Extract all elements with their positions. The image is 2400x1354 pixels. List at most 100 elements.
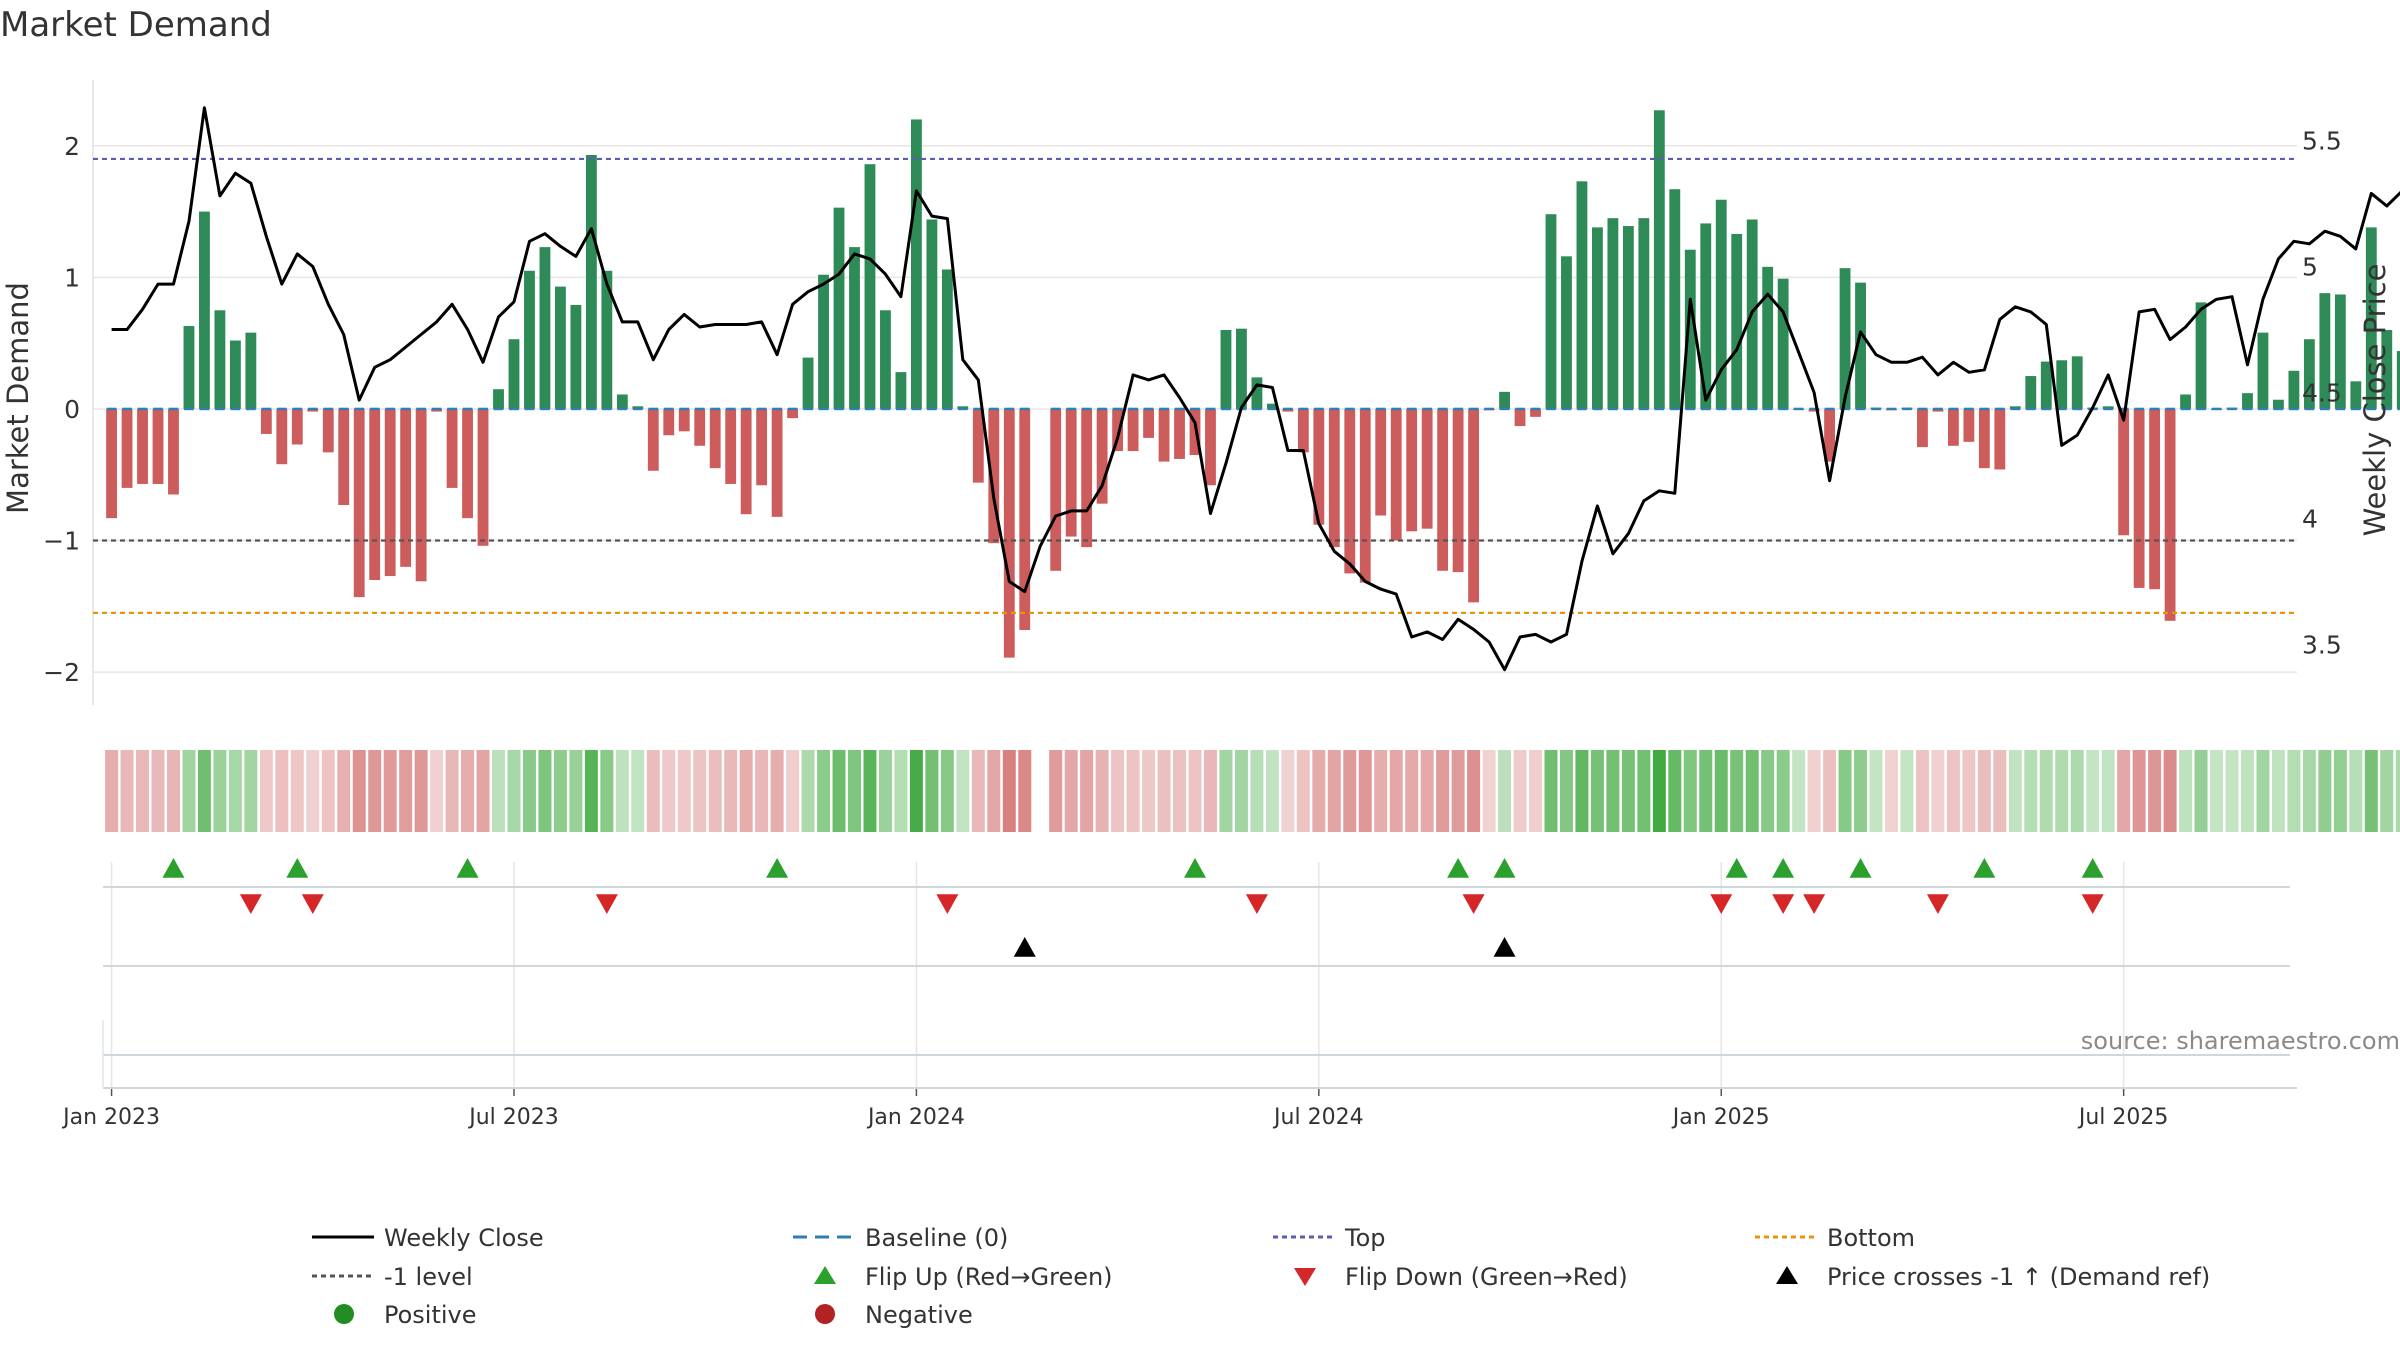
demand-bar: [2133, 408, 2145, 588]
heatmap-cell: [1931, 750, 1945, 832]
demand-bar: [2009, 406, 2021, 409]
heatmap-cell: [1714, 750, 1728, 832]
demand-bar: [1731, 233, 1743, 409]
demand-bar: [849, 247, 860, 409]
heatmap-cell: [2148, 750, 2162, 832]
heatmap-cell: [1436, 750, 1450, 832]
heatmap-cell: [1420, 750, 1434, 832]
flip-down-marker: [595, 894, 618, 914]
heatmap-cell: [228, 750, 242, 832]
demand-bar: [1684, 249, 1696, 409]
demand-bar: [1947, 408, 1959, 446]
y-tick-label: −2: [43, 658, 80, 687]
heatmap-cell: [1884, 750, 1898, 832]
demand-bar: [1081, 408, 1093, 548]
demand-bar: [1576, 181, 1588, 409]
y2-tick-label: 4: [2302, 505, 2318, 534]
heatmap-cell: [2210, 750, 2224, 832]
demand-bar: [1715, 199, 1727, 409]
demand-bar: [2273, 399, 2284, 409]
demand-bar: [1406, 408, 1418, 532]
demand-bar: [725, 408, 737, 484]
heatmap-cell: [414, 750, 428, 832]
heatmap-cell: [2055, 750, 2069, 832]
demand-bar: [756, 408, 768, 486]
heatmap-cell: [1838, 750, 1852, 832]
heatmap-cell: [476, 750, 490, 832]
demand-bar: [694, 408, 706, 446]
heatmap-cell: [1590, 750, 1604, 832]
demand-bar: [972, 408, 984, 483]
demand-bar: [1963, 408, 1975, 442]
heatmap-cell: [290, 750, 304, 832]
demand-bar: [2319, 293, 2331, 409]
heatmap-cell: [430, 750, 444, 832]
heatmap-cell: [940, 750, 954, 832]
heatmap-cell: [1993, 750, 2007, 832]
heatmap-cell: [1683, 750, 1697, 832]
heatmap-cell: [1265, 750, 1279, 832]
heatmap-cell: [1606, 750, 1620, 832]
heatmap-cell: [1126, 750, 1140, 832]
heatmap-cell: [584, 750, 598, 832]
demand-bar: [1653, 110, 1665, 409]
demand-bar: [1375, 408, 1387, 516]
flip-down-marker: [1710, 894, 1733, 914]
demand-bar: [2381, 330, 2393, 409]
y-axis-label: Market Demand: [1, 282, 35, 514]
demand-bar: [895, 372, 907, 409]
demand-bar: [2118, 408, 2130, 536]
flip-down-marker: [1245, 894, 1268, 914]
heatmap-cell: [1049, 750, 1063, 832]
heatmap-cell: [1002, 750, 1016, 832]
demand-bar: [462, 408, 473, 519]
demand-bar: [1855, 282, 1866, 409]
demand-bar: [152, 408, 164, 484]
heatmap-cell: [2101, 750, 2115, 832]
heatmap-cell: [1637, 750, 1651, 832]
heatmap-cell: [1467, 750, 1481, 832]
demand-bar: [2040, 361, 2052, 409]
heatmap-cell: [2179, 750, 2193, 832]
heatmap-cell: [197, 750, 211, 832]
price-cross-marker: [1013, 937, 1036, 957]
demand-bar: [1437, 408, 1449, 571]
heatmap-cell: [553, 750, 567, 832]
heatmap-cell: [507, 750, 521, 832]
heatmap-cell: [2194, 750, 2208, 832]
demand-bar: [2025, 376, 2037, 409]
heatmap-cell: [1544, 750, 1558, 832]
demand-bar: [1545, 214, 1557, 409]
demand-bar: [1607, 218, 1619, 409]
flip-up-marker: [1772, 858, 1795, 878]
demand-bar: [1978, 408, 1990, 469]
flip-up-marker: [162, 858, 185, 878]
flip-down-marker: [1462, 894, 1485, 914]
demand-bar: [106, 408, 117, 519]
demand-bar: [477, 408, 489, 546]
heatmap-cell: [2302, 750, 2316, 832]
demand-bar: [740, 408, 752, 515]
legend-label: Negative: [865, 1301, 973, 1329]
heatmap-cell: [646, 750, 660, 832]
heatmap-cell: [1250, 750, 1264, 832]
demand-bar: [2334, 294, 2346, 409]
heatmap-cell: [1513, 750, 1527, 832]
heatmap-cell: [1018, 750, 1032, 832]
heatmap-cell: [863, 750, 877, 832]
heatmap-cell: [1559, 750, 1573, 832]
demand-bar: [121, 408, 133, 488]
heatmap-cell: [1652, 750, 1666, 832]
heatmap-cell: [1621, 750, 1635, 832]
heatmap-cell: [1776, 750, 1790, 832]
heatmap-cell: [956, 750, 970, 832]
demand-bar: [199, 211, 210, 409]
demand-bar: [833, 207, 845, 409]
heatmap-cell: [2225, 750, 2239, 832]
flip-up-marker: [1725, 858, 1748, 878]
heatmap-cell: [971, 750, 985, 832]
heatmap-cell: [1792, 750, 1806, 832]
y-tick-label: 1: [64, 263, 80, 292]
legend-label: Price crosses -1 ↑ (Demand ref): [1827, 1263, 2210, 1291]
demand-bar: [1236, 328, 1247, 409]
